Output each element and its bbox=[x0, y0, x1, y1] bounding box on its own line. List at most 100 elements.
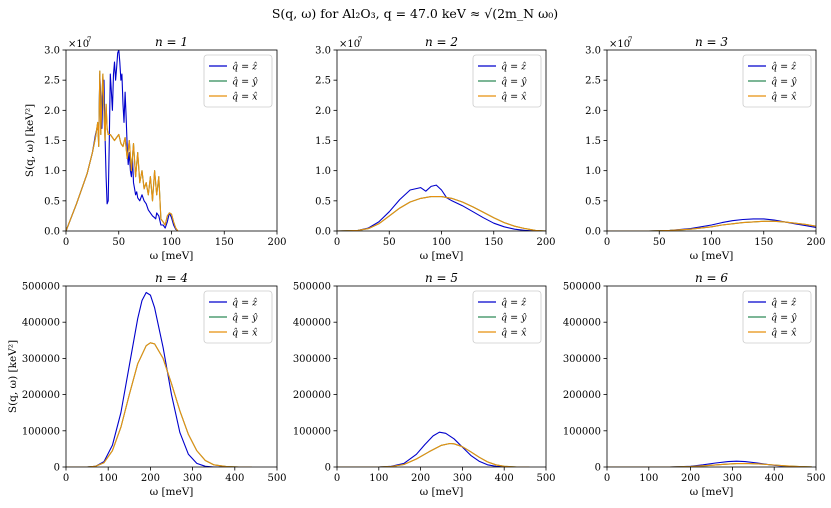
legend-box bbox=[203, 54, 273, 108]
y-tick-label: 500000 bbox=[22, 282, 60, 293]
series-line-x bbox=[66, 342, 252, 467]
y-tick-label: 300000 bbox=[563, 354, 601, 365]
x-tick-label: 0 bbox=[63, 473, 69, 484]
y-tick-label: 200000 bbox=[293, 390, 331, 401]
x-tick-label: 100 bbox=[162, 237, 181, 248]
legend-label: q̂ = ŷ bbox=[501, 77, 527, 88]
y-scale-exponent: 7 bbox=[87, 36, 91, 44]
legend: q̂ = ẑ q̂ = ŷ q̂ = x̂ bbox=[203, 54, 273, 108]
y-tick-label: 200000 bbox=[22, 390, 60, 401]
x-tick-label: 150 bbox=[484, 237, 503, 248]
series-line-x bbox=[337, 442, 530, 467]
x-axis-label: ω [meV] bbox=[690, 486, 734, 498]
y-tick-label: 0.5 bbox=[315, 196, 331, 207]
x-tick-label: 400 bbox=[495, 473, 514, 484]
y-tick-label: 1.5 bbox=[315, 136, 331, 147]
y-tick-label: 3.0 bbox=[44, 46, 60, 57]
x-tick-label: 150 bbox=[215, 237, 234, 248]
y-tick-label: 3.0 bbox=[315, 46, 331, 57]
legend-box bbox=[472, 290, 542, 344]
x-tick-label: 200 bbox=[267, 237, 286, 248]
legend: q̂ = ẑ q̂ = ŷ q̂ = x̂ bbox=[472, 54, 542, 108]
x-tick-label: 200 bbox=[141, 473, 160, 484]
x-tick-label: 100 bbox=[702, 237, 721, 248]
legend-box bbox=[742, 290, 812, 344]
x-tick-label: 0 bbox=[334, 237, 340, 248]
series-group bbox=[66, 291, 252, 467]
legend-label: q̂ = x̂ bbox=[501, 92, 527, 103]
y-tick-label: 0.0 bbox=[44, 227, 60, 238]
series-line-x bbox=[66, 70, 179, 231]
y-tick-label: 400000 bbox=[563, 318, 601, 329]
y-tick-label: 200000 bbox=[563, 390, 601, 401]
x-tick-label: 0 bbox=[63, 237, 69, 248]
panel-title: n = 2 bbox=[425, 35, 458, 49]
y-tick-label: 2.5 bbox=[44, 76, 60, 87]
y-tick-label: 1.0 bbox=[44, 166, 60, 177]
x-tick-label: 500 bbox=[267, 473, 286, 484]
x-tick-label: 100 bbox=[99, 473, 118, 484]
x-axis-label: ω [meV] bbox=[690, 250, 734, 262]
legend-label: q̂ = ŷ bbox=[501, 313, 527, 324]
legend-label: q̂ = x̂ bbox=[771, 92, 797, 103]
y-tick-label: 400000 bbox=[293, 318, 331, 329]
x-tick-label: 200 bbox=[681, 473, 700, 484]
legend-label: q̂ = ẑ bbox=[501, 298, 527, 309]
legend-label: q̂ = ŷ bbox=[771, 77, 797, 88]
figure-title: S(q, ω) for Al₂O₃, q = 47.0 keV ≈ √(2m_N… bbox=[272, 6, 558, 21]
panel-title: n = 5 bbox=[425, 271, 458, 285]
x-tick-label: 400 bbox=[225, 473, 244, 484]
y-tick-label: 300000 bbox=[293, 354, 331, 365]
panel-1: 0 50 100 150 200 0.0 0.5 1.0 1.5 2.0 2.5 3.0 ×107 n =… bbox=[24, 35, 287, 262]
legend: q̂ = ẑ q̂ = ŷ q̂ = x̂ bbox=[472, 290, 542, 344]
x-tick-label: 300 bbox=[183, 473, 202, 484]
x-tick-label: 50 bbox=[112, 237, 125, 248]
series-line-x bbox=[607, 220, 816, 231]
x-axis-label: ω [meV] bbox=[150, 250, 194, 262]
y-scale-factor: ×10 bbox=[339, 39, 360, 50]
x-tick-label: 0 bbox=[604, 473, 610, 484]
x-tick-label: 200 bbox=[411, 473, 430, 484]
panel-4: 0 100 200 300 400 500 0 100000 200000 300000 40000… bbox=[7, 271, 287, 498]
panel-5: 0 100 200 300 400 500 0 100000 200000 300000 40000… bbox=[293, 271, 556, 498]
y-tick-label: 0.5 bbox=[44, 196, 60, 207]
legend-box bbox=[742, 54, 812, 108]
x-tick-label: 150 bbox=[754, 237, 773, 248]
legend-label: q̂ = ŷ bbox=[771, 313, 797, 324]
y-tick-label: 100000 bbox=[563, 426, 601, 437]
series-group bbox=[607, 218, 816, 231]
x-tick-label: 200 bbox=[536, 237, 555, 248]
legend: q̂ = ẑ q̂ = ŷ q̂ = x̂ bbox=[742, 54, 812, 108]
y-tick-label: 300000 bbox=[22, 354, 60, 365]
legend-label: q̂ = ẑ bbox=[771, 298, 797, 309]
y-tick-label: 2.5 bbox=[585, 76, 601, 87]
legend-label: q̂ = x̂ bbox=[232, 92, 258, 103]
x-tick-label: 400 bbox=[765, 473, 784, 484]
x-tick-label: 500 bbox=[536, 473, 555, 484]
panel-title: n = 3 bbox=[695, 35, 728, 49]
panel-title: n = 4 bbox=[155, 271, 188, 285]
series-line-z bbox=[66, 291, 235, 467]
legend-label: q̂ = ŷ bbox=[232, 77, 258, 88]
x-tick-label: 50 bbox=[653, 237, 666, 248]
panel-6: 0 100 200 300 400 500 0 100000 200000 300000 40000… bbox=[563, 271, 826, 498]
panel-title: n = 1 bbox=[155, 35, 188, 49]
axes-frame bbox=[65, 285, 278, 468]
y-scale-exponent: 7 bbox=[358, 36, 362, 44]
panel-2: 0 50 100 150 200 0.0 0.5 1.0 1.5 2.0 2.5 3.0 ×107 n =… bbox=[315, 35, 555, 262]
y-tick-label: 100000 bbox=[293, 426, 331, 437]
panel-title: n = 6 bbox=[695, 271, 728, 285]
panel-3: 0 50 100 150 200 0.0 0.5 1.0 1.5 2.0 2.5 3.0 ×107 n =… bbox=[585, 35, 825, 262]
y-tick-label: 0.0 bbox=[315, 227, 331, 238]
series-line-x bbox=[607, 463, 812, 467]
legend: q̂ = ẑ q̂ = ŷ q̂ = x̂ bbox=[203, 290, 273, 344]
y-tick-label: 1.0 bbox=[315, 166, 331, 177]
legend-label: q̂ = ẑ bbox=[232, 298, 258, 309]
y-tick-label: 500000 bbox=[293, 282, 331, 293]
x-tick-label: 100 bbox=[639, 473, 658, 484]
y-tick-label: 2.0 bbox=[315, 106, 331, 117]
x-tick-label: 50 bbox=[383, 237, 396, 248]
x-tick-label: 0 bbox=[604, 237, 610, 248]
